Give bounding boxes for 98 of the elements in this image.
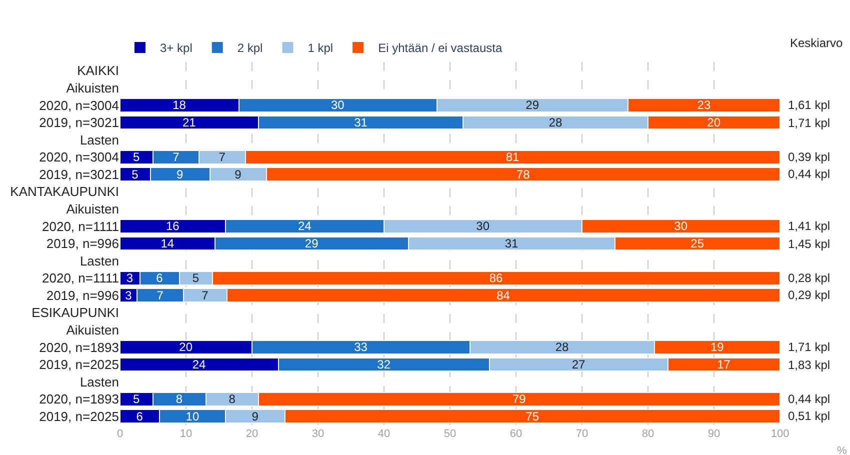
data-label: 30: [674, 219, 688, 234]
data-label: 5: [192, 271, 200, 286]
data-label: 19: [710, 340, 724, 354]
data-label: 7: [172, 150, 180, 164]
text: 1,71 kpl: [788, 116, 830, 130]
text: 0,44 kpl: [788, 392, 830, 406]
x-tick-label: 70: [576, 428, 588, 440]
text: 0,51 kpl: [788, 409, 830, 423]
x-tick-label: 60: [510, 428, 522, 440]
data-label: 7: [202, 288, 209, 302]
data-label: 5: [133, 150, 140, 164]
text: 0,29 kpl: [788, 288, 830, 302]
data-label: 9: [252, 409, 259, 424]
data-label: 21: [182, 116, 196, 130]
data-label: 84: [496, 288, 510, 302]
y-tick-label: 2020, n=3004: [39, 150, 119, 165]
y-tick-label: 2020, n=1893: [39, 340, 119, 355]
data-label: 9: [176, 167, 184, 182]
data-label: 8: [176, 392, 183, 406]
x-tick-label: 30: [312, 428, 324, 440]
y-tick-label: 2019, n=3021: [39, 115, 119, 130]
data-label: 7: [156, 288, 164, 302]
x-axis-title: %: [837, 445, 847, 455]
data-label: 23: [697, 98, 711, 112]
data-label: 24: [298, 219, 312, 234]
data-label: 5: [133, 392, 140, 406]
x-tick-label: 80: [642, 428, 654, 440]
text: Keskiarvo: [790, 36, 844, 50]
y-tick-label: 2019, n=996: [46, 236, 119, 252]
data-label: 20: [179, 340, 193, 354]
data-label: 30: [476, 219, 490, 234]
x-tick-label: 100: [770, 428, 790, 440]
data-label: 17: [717, 358, 731, 372]
y-tick-label: Lasten: [80, 253, 119, 268]
data-label: 33: [354, 340, 368, 354]
legend-label: 2 kpl: [237, 41, 263, 56]
data-label: 75: [526, 409, 540, 424]
x-tick-label: 40: [378, 428, 390, 440]
data-label: 24: [192, 358, 206, 372]
data-label: 78: [516, 167, 530, 182]
y-tick-label: 2019, n=2025: [39, 408, 119, 424]
y-tick-label: Aikuisten: [66, 80, 119, 96]
data-label: 3: [125, 288, 132, 302]
data-label: 3: [126, 271, 134, 286]
data-label: 25: [690, 236, 704, 250]
data-label: 81: [506, 150, 520, 164]
legend-label: 1 kpl: [308, 41, 334, 56]
legend-label: Ei yhtään / ei vastausta: [378, 41, 502, 56]
data-label: 27: [572, 358, 586, 372]
data-label: 5: [132, 167, 139, 182]
text: 0,28 kpl: [788, 271, 830, 285]
text: 1,41 kpl: [788, 219, 830, 233]
x-tick-label: 90: [708, 428, 720, 440]
text: 1,83 kpl: [788, 358, 830, 372]
x-tick-label: 10: [180, 428, 192, 440]
data-label: 31: [504, 236, 519, 250]
text: 1,61 kpl: [788, 98, 830, 112]
x-tick-label: 20: [246, 428, 258, 440]
y-tick-label: 2019, n=3021: [39, 166, 119, 182]
x-tick-label: 0: [116, 428, 124, 440]
x-tick-label: 50: [444, 428, 456, 440]
data-label: 6: [136, 409, 144, 424]
y-tick-label: KAIKKI: [77, 63, 119, 78]
data-label: 18: [172, 98, 186, 112]
y-tick-label: Lasten: [80, 374, 119, 390]
y-tick-label: 2020, n=1111: [42, 270, 119, 286]
data-label: 16: [166, 219, 180, 234]
y-tick-label: 2019, n=2025: [39, 357, 119, 372]
y-tick-label: ESIKAUPUNKI: [32, 305, 119, 320]
data-label: 31: [354, 116, 368, 130]
data-label: 10: [186, 409, 200, 424]
data-label: 9: [234, 167, 242, 182]
text: 0,39 kpl: [788, 150, 830, 164]
text: 1,45 kpl: [788, 237, 830, 251]
y-tick-label: Aikuisten: [66, 201, 119, 216]
data-label: 79: [512, 392, 526, 406]
text: 1,71 kpl: [788, 340, 830, 354]
data-label: 29: [304, 236, 319, 250]
data-label: 28: [548, 116, 562, 130]
data-label: 7: [218, 150, 226, 164]
data-label: 30: [330, 98, 345, 112]
text: 0,44 kpl: [788, 167, 830, 181]
y-tick-label: Lasten: [80, 132, 119, 148]
y-tick-label: 2020, n=3004: [39, 98, 119, 113]
data-label: 14: [160, 236, 174, 250]
data-label: 28: [555, 340, 570, 354]
y-tick-label: 2019, n=996: [46, 288, 119, 303]
data-label: 32: [377, 358, 391, 372]
y-tick-label: KANTAKAUPUNKI: [10, 184, 119, 200]
y-tick-label: 2020, n=1893: [39, 392, 119, 407]
y-tick-label: Aikuisten: [66, 322, 119, 338]
data-label: 86: [489, 271, 504, 286]
legend-label: 3+ kpl: [160, 41, 192, 56]
data-label: 8: [228, 392, 236, 406]
data-label: 29: [526, 98, 540, 112]
data-label: 6: [156, 271, 164, 286]
y-tick-label: 2020, n=1111: [42, 218, 119, 234]
data-label: 20: [707, 116, 721, 130]
